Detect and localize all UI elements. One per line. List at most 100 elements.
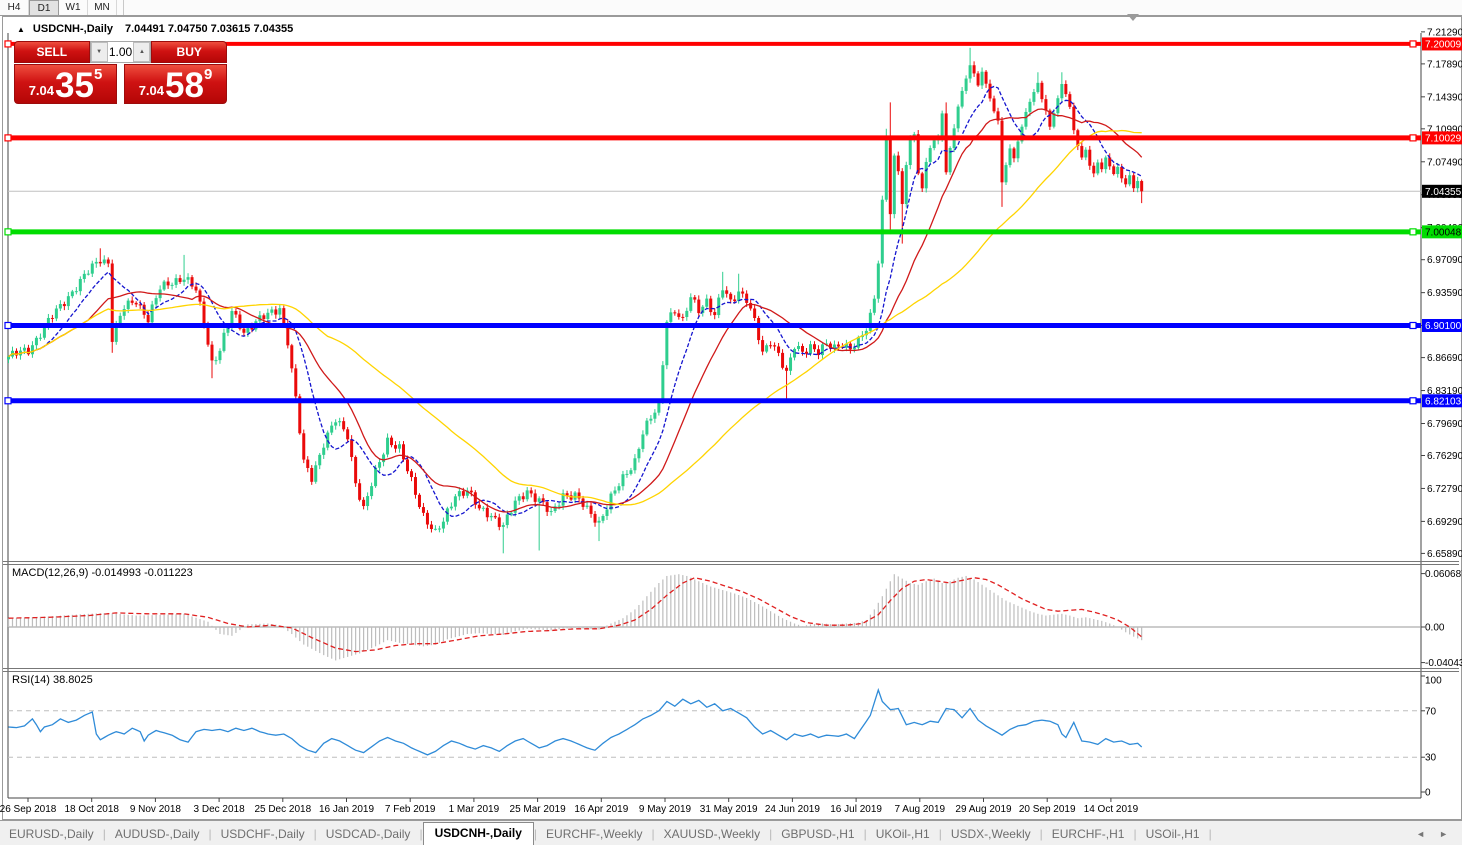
buy-price-big: 58 <box>165 65 204 105</box>
price-tick-label: 6.65890 <box>1427 549 1462 560</box>
timeframe-button-mn[interactable]: MN <box>88 0 117 15</box>
tab-gbpusd-h1[interactable]: GBPUSD-,H1 <box>781 827 855 841</box>
date-tick-label: 29 Aug 2019 <box>955 804 1012 815</box>
price-tick-label: 6.79690 <box>1427 419 1462 430</box>
tab-eurusd-daily[interactable]: EURUSD-,Daily <box>9 827 94 841</box>
hline-handle[interactable] <box>1409 321 1417 330</box>
price-badge <box>1422 318 1462 332</box>
date-tick-label: 1 Mar 2019 <box>449 804 500 815</box>
chart-title-row: ▲ USDCNH-,Daily 7.04491 7.04750 7.03615 … <box>17 22 293 36</box>
volume-value[interactable]: 1.00 <box>108 45 133 59</box>
date-tick-label: 7 Feb 2019 <box>385 804 436 815</box>
toolbar-separator <box>117 0 124 15</box>
chart-shift-marker-icon[interactable] <box>1127 14 1139 21</box>
price-tick-label: 6.97090 <box>1427 255 1462 266</box>
collapse-triangle-icon[interactable]: ▲ <box>17 24 25 34</box>
tab-separator: | <box>651 827 655 841</box>
timeframe-button-w1[interactable]: W1 <box>59 0 88 15</box>
chart-ohlc-quote: 7.04491 7.04750 7.03615 7.04355 <box>125 23 294 35</box>
ma-10-line <box>8 85 1143 518</box>
date-tick-label: 20 Sep 2019 <box>1019 804 1076 815</box>
tab-eurchf-weekly[interactable]: EURCHF-,Weekly <box>546 827 643 841</box>
chart-tab-bar: EURUSD-,Daily | AUDUSD-,Daily | USDCHF-,Dail… <box>0 820 1462 845</box>
price-tick-label: 6.83190 <box>1427 386 1462 397</box>
date-tick-label: 26 Sep 2018 <box>0 804 57 815</box>
timeframe-toolbar: H4 D1 W1 MN <box>0 0 1462 16</box>
price-badge <box>1422 225 1462 239</box>
sell-price-display[interactable]: 7.04 35 5 <box>14 64 117 104</box>
hline-handle[interactable] <box>4 40 12 48</box>
tab-usdchf-daily[interactable]: USDCHF-,Daily <box>220 827 305 841</box>
tab-eurchf-h1[interactable]: EURCHF-,H1 <box>1051 827 1125 841</box>
tab-separator: | <box>938 827 942 841</box>
price-tick-label: 7.10990 <box>1427 124 1462 135</box>
tab-separator: | <box>102 827 106 841</box>
hline-handle[interactable] <box>4 321 12 330</box>
date-tick-label: 18 Oct 2018 <box>64 804 119 815</box>
hline-handle[interactable] <box>4 228 12 236</box>
hline-handle[interactable] <box>1409 40 1417 48</box>
hline-handle[interactable] <box>4 397 12 405</box>
price-badge-label: 7.20009 <box>1425 39 1462 50</box>
buy-price-small: 7.04 <box>138 83 165 98</box>
rsi-line <box>8 687 1143 756</box>
tab-usdcad-daily[interactable]: USDCAD-,Daily <box>325 827 411 841</box>
tab-audusd-daily[interactable]: AUDUSD-,Daily <box>114 827 200 841</box>
hline-handle[interactable] <box>1409 228 1417 236</box>
macd-histogram <box>7 574 1143 661</box>
price-tick-label: 7.14390 <box>1427 92 1462 103</box>
tab-separator: | <box>1039 827 1043 841</box>
date-tick-label: 9 Nov 2018 <box>130 804 182 815</box>
rsi-indicator-label: RSI(14) 38.8025 <box>12 674 93 686</box>
macd-tick-label: 0.060687 <box>1425 569 1462 580</box>
tabs-scroll-right-icon[interactable]: ► <box>1439 829 1448 839</box>
price-tick-label: 6.69290 <box>1427 517 1462 528</box>
buy-price-display[interactable]: 7.04 58 9 <box>124 64 227 104</box>
macd-indicator-label: MACD(12,26,9) -0.014993 -0.011223 <box>12 567 193 579</box>
rsi-tick-label: 0 <box>1425 788 1431 799</box>
tab-usoil-h1[interactable]: USOil-,H1 <box>1145 827 1200 841</box>
tab-usdcnh-daily[interactable]: USDCNH-,Daily <box>422 822 534 845</box>
price-tick-label: 7.17890 <box>1427 59 1462 70</box>
chart-symbol-title: USDCNH-,Daily <box>32 23 113 35</box>
tab-ukoil-h1[interactable]: UKOil-,H1 <box>875 827 930 841</box>
date-tick-label: 16 Apr 2019 <box>574 804 628 815</box>
buy-price-sup: 9 <box>203 66 213 83</box>
price-tick-label: 6.86690 <box>1427 353 1462 364</box>
hline-handle[interactable] <box>1409 134 1417 142</box>
timeframe-button-d1[interactable]: D1 <box>29 0 59 15</box>
price-badge <box>1422 394 1462 408</box>
sell-price-sup: 5 <box>93 66 103 83</box>
volume-decrease-icon[interactable]: ▼ <box>90 42 108 62</box>
rsi-tick-label: 70 <box>1425 706 1437 717</box>
buy-button[interactable]: BUY <box>151 41 227 63</box>
sell-button[interactable]: SELL <box>14 41 90 63</box>
volume-spinner: ▼ 1.00 ▲ <box>89 41 152 63</box>
price-badge-label: 7.00048 <box>1425 227 1462 238</box>
one-click-trade-panel: SELL ▼ 1.00 ▲ BUY 7.04 35 5 7.04 58 9 <box>14 41 227 104</box>
price-badge-label: 7.10029 <box>1425 133 1462 144</box>
tabs-scroll-left-icon[interactable]: ◄ <box>1416 829 1426 839</box>
price-tick-label: 7.07490 <box>1427 157 1462 168</box>
rsi-tick-label: 30 <box>1425 753 1437 764</box>
price-tick-label: 6.93590 <box>1427 288 1462 299</box>
macd-tick-label: 0.00 <box>1425 623 1445 634</box>
volume-increase-icon[interactable]: ▲ <box>133 42 151 62</box>
hline-handle[interactable] <box>4 134 12 142</box>
date-tick-label: 9 May 2019 <box>639 804 692 815</box>
tab-usdx-weekly[interactable]: USDX-,Weekly <box>950 827 1031 841</box>
price-badge-label: 6.82103 <box>1425 396 1462 407</box>
price-tick-label: 6.76290 <box>1427 451 1462 462</box>
candlestick-series <box>7 47 1144 554</box>
tab-separator: | <box>208 827 212 841</box>
tab-xauusd-weekly[interactable]: XAUUSD-,Weekly <box>663 827 761 841</box>
date-tick-label: 31 May 2019 <box>700 804 758 815</box>
price-badge-label: 7.04355 <box>1425 187 1462 198</box>
timeframe-button-h4[interactable]: H4 <box>0 0 29 15</box>
ma-21-line <box>8 108 1143 513</box>
date-tick-label: 16 Jan 2019 <box>319 804 374 815</box>
tab-separator: | <box>1133 827 1137 841</box>
hline-handle[interactable] <box>1409 397 1417 405</box>
